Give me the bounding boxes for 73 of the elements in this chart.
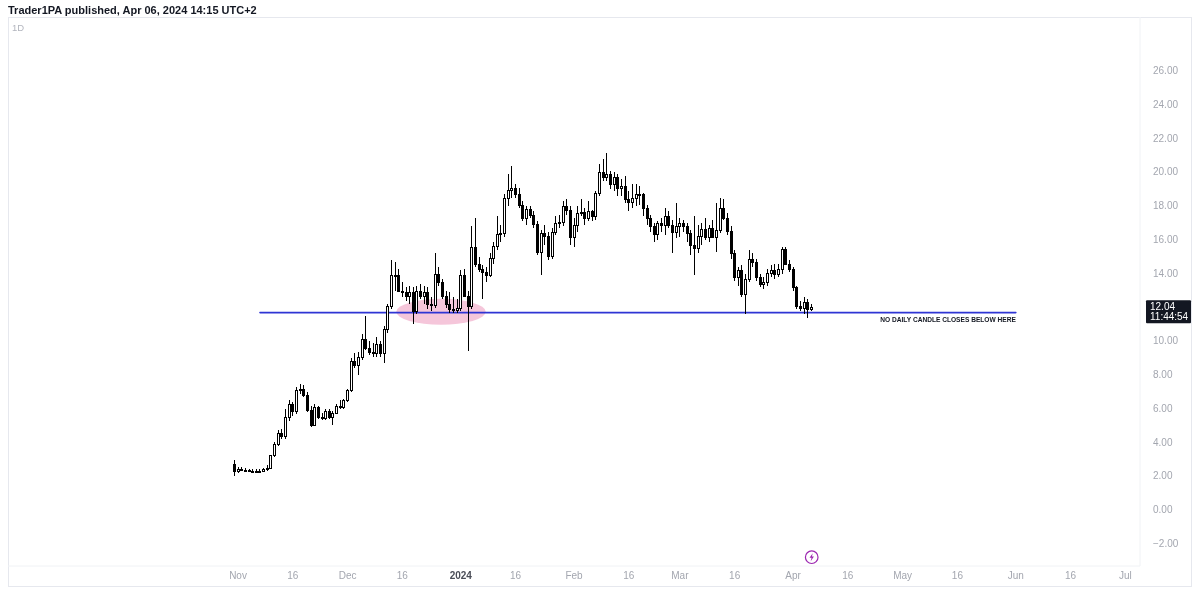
candlestick: [664, 207, 667, 236]
candlestick: [616, 173, 619, 197]
candlestick: [324, 408, 327, 421]
x-tick-label: May: [893, 569, 913, 581]
candlestick: [631, 183, 634, 209]
candlestick: [704, 217, 707, 241]
y-tick-label: 0.00: [1153, 503, 1173, 515]
candlestick: [262, 467, 265, 472]
candlestick: [251, 468, 254, 473]
candlestick: [803, 296, 806, 315]
candlestick: [806, 298, 809, 319]
y-tick-label: 14.00: [1153, 267, 1179, 279]
candlestick: [255, 468, 258, 473]
y-tick-label: 20.00: [1153, 166, 1179, 178]
x-tick-label: 16: [396, 569, 409, 581]
candlestick: [781, 246, 784, 275]
candlestick: [405, 286, 408, 302]
y-tick-label: 8.00: [1153, 368, 1173, 380]
x-tick-label: 16: [287, 569, 299, 581]
candlestick: [693, 215, 696, 276]
chart-title: Trader1PA published, Apr 06, 2024 14:15 UTC+2: [8, 4, 257, 16]
x-tick-label: 16: [842, 569, 854, 581]
candlestick: [459, 269, 462, 312]
y-tick-label: 18.00: [1153, 199, 1179, 211]
y-tick-label: 10.00: [1153, 334, 1179, 346]
candlestick: [635, 183, 638, 207]
candlestick: [587, 200, 590, 222]
candlestick: [313, 403, 316, 427]
x-tick-label: 16: [510, 569, 522, 581]
candlestick: [339, 399, 342, 410]
y-tick-label: 2.00: [1153, 470, 1173, 482]
y-tick-label: 6.00: [1153, 402, 1173, 414]
x-tick-label: Dec: [338, 569, 357, 581]
x-tick-label: Jul: [1119, 569, 1132, 581]
candlestick: [452, 296, 455, 314]
candlestick: [525, 205, 528, 226]
candlestick: [240, 466, 243, 472]
text: 12.04: [1150, 300, 1176, 312]
x-tick-label: Mar: [671, 569, 690, 581]
x-tick-label: Jun: [1007, 569, 1024, 581]
x-tick-label: 16: [729, 569, 741, 581]
y-tick-label: 26.00: [1153, 64, 1179, 76]
candlestick: [613, 171, 616, 192]
x-tick-label: Nov: [229, 569, 247, 581]
x-tick-label: Apr: [785, 569, 802, 581]
x-tick-label: 16: [623, 569, 635, 581]
candlestick: [766, 268, 769, 287]
candlestick: [715, 202, 718, 253]
candlestick: [562, 200, 565, 227]
y-tick-label: 22.00: [1153, 132, 1179, 144]
text: 1D: [12, 22, 25, 33]
x-tick-label: 16: [1065, 569, 1077, 581]
y-tick-label: 16.00: [1153, 233, 1179, 245]
x-tick-label: Feb: [565, 569, 584, 581]
candlestick: [244, 467, 247, 472]
y-tick-label: 4.00: [1153, 436, 1173, 448]
candlestick: [773, 263, 776, 280]
candlestick: [375, 336, 378, 358]
candlestick: [258, 468, 261, 473]
candlestick: [448, 291, 451, 314]
candlestick: [295, 386, 298, 415]
candlestick: [423, 285, 426, 305]
x-tick-label: 16: [951, 569, 964, 581]
y-tick-label: −2.00: [1153, 537, 1179, 549]
candlestick: [248, 468, 251, 472]
y-tick-label: 24.00: [1153, 98, 1179, 110]
text: 11:44:54: [1150, 310, 1189, 322]
candlestick: [434, 252, 437, 309]
x-tick-label: 2024: [449, 569, 473, 581]
candlestick: [426, 286, 429, 310]
candlestick: [412, 286, 415, 325]
candlestick: [656, 220, 659, 241]
candlestick: [233, 459, 236, 477]
